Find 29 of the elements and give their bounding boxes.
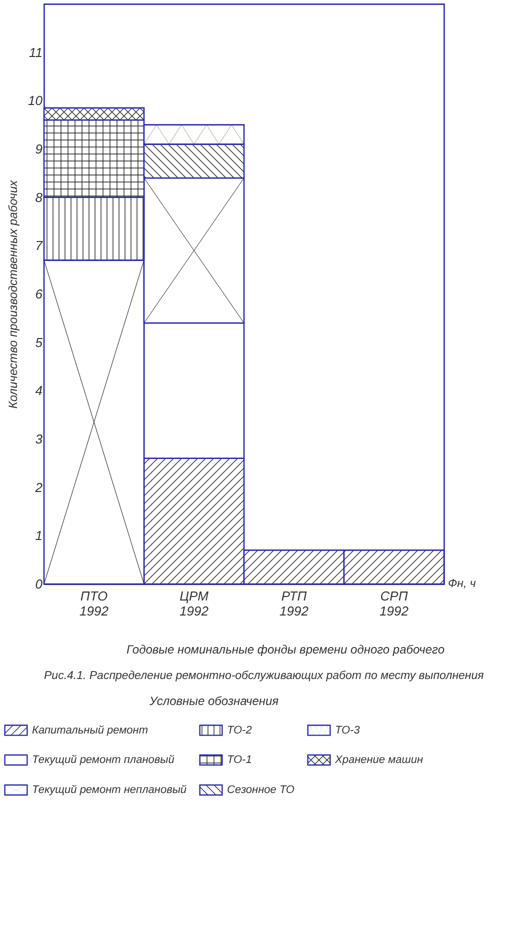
y-tick-label: 0 — [35, 576, 44, 592]
legend-title: Условные обозначения — [148, 694, 280, 708]
y-tick-label: 5 — [35, 334, 44, 350]
y-axis-title: Количество производственных рабочих — [6, 179, 20, 409]
y-tick-label: 3 — [35, 432, 44, 446]
y-tick-label: 6 — [35, 286, 44, 302]
y-tick-label: 9 — [35, 142, 42, 156]
legend-label: Хранение машин — [334, 754, 424, 766]
x-tick-label: РТП 1992 — [280, 588, 310, 618]
text: Рис.4.1. Распределение ремонтно-обслуживающих работ по месту выполнения — [44, 670, 484, 682]
x-axis-title: Годовые номинальные фонды времени одного рабочего — [126, 642, 445, 656]
legend-label: ТО-1 — [227, 754, 252, 766]
y-tick-label: 1 — [35, 528, 42, 544]
y-tick-label: 10 — [28, 93, 44, 108]
legend-label: Текущий ремонт плановый — [32, 754, 174, 766]
legend-label: Сезонное ТО — [227, 784, 295, 796]
x-tick-label: ЦРМ 1992 — [180, 588, 210, 618]
y-tick-label: 8 — [35, 190, 44, 205]
legend-label: Капитальный ремонт — [32, 724, 148, 736]
y-tick-label: 2 — [34, 480, 44, 495]
text: Фн, ч — [448, 578, 476, 590]
y-tick-label: 11 — [29, 44, 42, 60]
y-tick-label: 4 — [35, 383, 42, 398]
legend-label: ТО-2 — [227, 724, 252, 736]
legend-label: ТО-3 — [335, 724, 361, 736]
y-tick-label: 7 — [35, 238, 44, 254]
legend-label: Текущий ремонт неплановый — [32, 784, 187, 796]
x-tick-label: ПТО 1992 — [80, 588, 110, 618]
x-tick-label: СРП 1992 — [380, 588, 410, 618]
